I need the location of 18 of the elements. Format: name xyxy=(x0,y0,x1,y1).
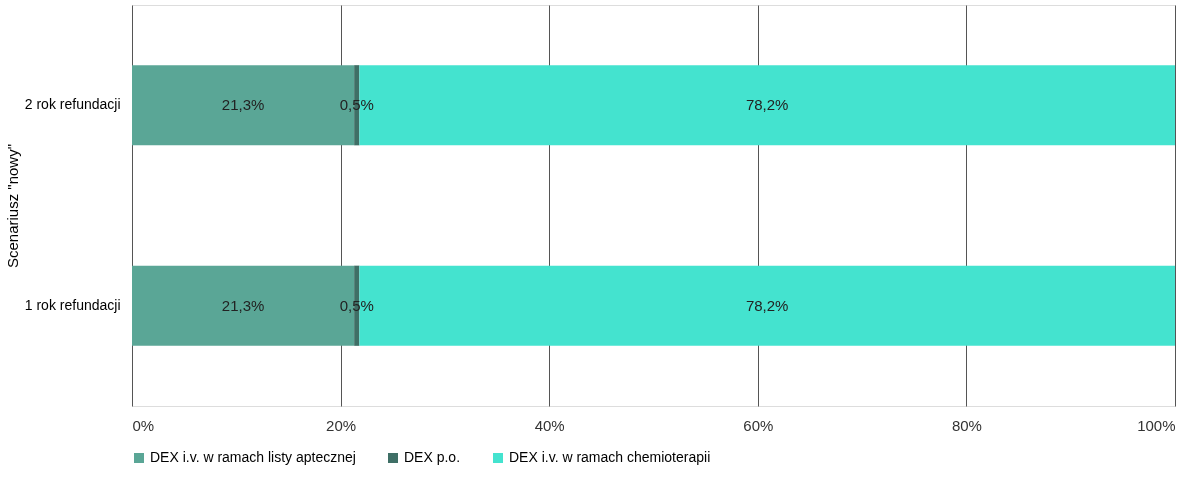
x-tick-label: 0% xyxy=(132,416,155,434)
legend-label: DEX i.v. w ramach chemioterapii xyxy=(509,449,711,465)
data-label: 21,3% xyxy=(221,296,265,314)
legend-label: DEX p.o. xyxy=(404,449,461,465)
data-label: 21,3% xyxy=(221,96,265,114)
x-tick-label: 80% xyxy=(951,416,982,434)
data-label: 0,5% xyxy=(339,96,374,114)
legend-label: DEX i.v. w ramach listy aptecznej xyxy=(150,449,356,465)
x-tick-label: 20% xyxy=(326,416,357,434)
data-label: 78,2% xyxy=(745,296,789,314)
x-tick-label: 100% xyxy=(1137,416,1176,434)
y-tick-label: 1 rok refundacji xyxy=(24,296,121,313)
x-tick-label: 60% xyxy=(743,416,774,434)
data-label: 0,5% xyxy=(339,296,374,314)
y-axis-title: Scenariusz "nowy" xyxy=(3,143,21,269)
y-tick-label: 2 rok refundacji xyxy=(24,96,121,113)
x-tick-label: 40% xyxy=(534,416,565,434)
data-label: 78,2% xyxy=(745,96,789,114)
